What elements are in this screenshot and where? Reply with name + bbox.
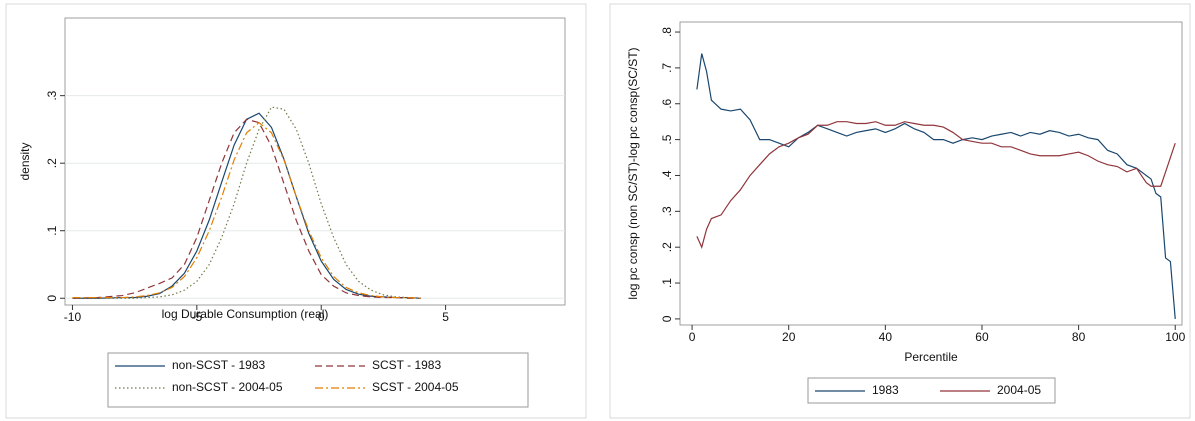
y-tick-label: .2 — [45, 158, 59, 168]
legend-box — [107, 352, 529, 408]
y-tick-label: .6 — [660, 98, 674, 108]
y-tick-label: .1 — [660, 278, 674, 288]
series-line — [72, 121, 421, 299]
y-tick-label: 0 — [660, 315, 674, 322]
series-line — [72, 112, 421, 299]
y-axis-label: log pc consp (non SC/ST)-log pc consp(SC… — [626, 47, 640, 299]
series-line — [72, 106, 421, 299]
y-tick-label: .1 — [45, 225, 59, 235]
x-tick-label: 0 — [689, 330, 696, 344]
legend-label: non-SCST - 1983 — [172, 358, 265, 372]
legend-label: 1983 — [872, 383, 899, 397]
plot-area — [64, 17, 566, 306]
x-tick-label: 0 — [318, 310, 325, 324]
series-line — [72, 118, 421, 299]
legend-label: SCST - 1983 — [372, 358, 441, 372]
y-axis-label: density — [18, 142, 32, 180]
x-axis-label: Percentile — [904, 350, 958, 364]
y-tick-label: .3 — [660, 206, 674, 216]
x-tick-label: 100 — [1165, 330, 1185, 344]
y-tick-label: .2 — [660, 242, 674, 252]
x-tick-label: 60 — [975, 330, 989, 344]
x-tick-label: 20 — [782, 330, 796, 344]
x-tick-label: -5 — [192, 310, 203, 324]
series-line — [696, 53, 1176, 319]
y-tick-label: .5 — [660, 134, 674, 144]
x-tick-label: 80 — [1072, 330, 1086, 344]
legend-label: SCST - 2004-05 — [372, 380, 459, 394]
y-tick-label: .7 — [660, 63, 674, 73]
x-tick-label: 40 — [879, 330, 893, 344]
legend-label: non-SCST - 2004-05 — [172, 380, 283, 394]
y-tick-label: .8 — [660, 27, 674, 37]
y-tick-label: 0 — [45, 295, 59, 302]
x-tick-label: 5 — [442, 310, 449, 324]
y-tick-label: .4 — [660, 170, 674, 180]
x-tick-label: -10 — [64, 310, 82, 324]
x-axis-label: log Durable Consumption (real) — [162, 307, 329, 321]
plot-area — [679, 21, 1183, 326]
series-line — [696, 121, 1176, 249]
legend-label: 2004-05 — [997, 383, 1041, 397]
y-tick-label: .3 — [45, 90, 59, 100]
